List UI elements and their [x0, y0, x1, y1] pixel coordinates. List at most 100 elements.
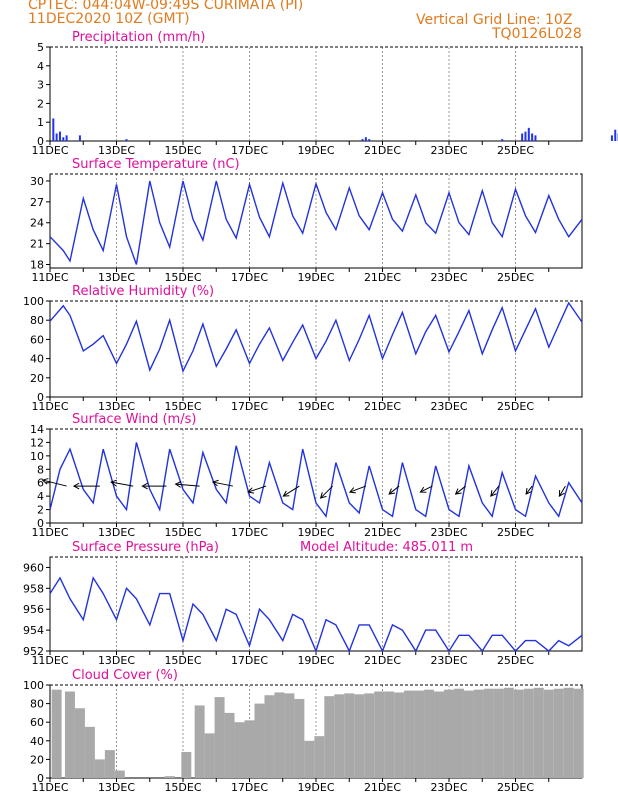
cloud-bar — [224, 712, 235, 778]
wind-vector — [175, 483, 200, 487]
wind-vector — [490, 485, 500, 497]
x-tick-label: 15DEC — [164, 400, 201, 413]
cloud-bar — [573, 688, 584, 778]
wind-arrowhead — [525, 488, 532, 495]
precip-bar — [610, 135, 613, 141]
cloud-bar — [354, 694, 365, 778]
y-tick-label: 8 — [37, 463, 44, 476]
precip-bar — [614, 129, 617, 141]
x-tick-label: 17DEC — [231, 654, 268, 667]
x-tick-label: 15DEC — [164, 144, 201, 157]
x-tick-label: 11DEC — [31, 144, 68, 157]
x-tick-label: 23DEC — [430, 781, 467, 794]
cloud-bar — [74, 708, 85, 778]
wind-vector — [212, 481, 233, 487]
y-tick-label: 2 — [37, 97, 44, 110]
x-tick-label: 21DEC — [364, 654, 401, 667]
precip-bar — [52, 118, 55, 141]
series-line — [49, 180, 583, 265]
cloud-bar — [204, 733, 215, 778]
x-tick-label: 11DEC — [31, 271, 68, 284]
precip-bar — [78, 135, 81, 141]
x-tick-label: 19DEC — [297, 271, 334, 284]
y-tick-label: 60 — [30, 716, 44, 729]
precip-bar — [527, 127, 530, 141]
x-tick-label: 11DEC — [31, 400, 68, 413]
cloud-bar — [104, 750, 115, 778]
series-line — [49, 442, 583, 519]
cloud-bar — [244, 720, 255, 778]
panel-title: Surface Temperature (nC) — [72, 157, 240, 172]
cloud-bar — [543, 689, 554, 778]
panel-title: Surface Pressure (hPa) — [72, 540, 219, 555]
precip-bar — [534, 135, 537, 141]
wind-vector — [42, 479, 67, 487]
y-tick-label: 18 — [30, 259, 44, 272]
x-tick-label: 19DEC — [297, 526, 334, 539]
precip-bar — [364, 137, 367, 141]
cloud-bar — [463, 690, 474, 778]
y-tick-label: 40 — [30, 353, 44, 366]
wind-vector — [420, 485, 433, 493]
cloud-bar — [314, 736, 325, 778]
cloud-bar — [473, 689, 484, 778]
y-tick-label: 10 — [30, 450, 44, 463]
cloud-bar — [214, 697, 225, 778]
precip-bar — [58, 131, 61, 141]
panel-title: Precipitation (mm/h) — [72, 30, 205, 45]
y-tick-label: 21 — [30, 238, 44, 251]
y-tick-label: 954 — [23, 624, 44, 637]
y-tick-label: 5 — [37, 41, 44, 54]
y-tick-label: 12 — [30, 436, 44, 449]
x-tick-label: 11DEC — [31, 526, 68, 539]
x-tick-label: 13DEC — [98, 400, 135, 413]
cloud-bar — [563, 687, 574, 778]
panel-title: Cloud Cover (%) — [72, 668, 178, 683]
x-tick-label: 25DEC — [497, 144, 534, 157]
x-tick-label: 23DEC — [430, 654, 467, 667]
cloud-bar — [284, 693, 295, 778]
y-tick-label: 1 — [37, 116, 44, 129]
precip-bar — [368, 139, 371, 141]
cloud-bar — [164, 776, 175, 778]
cloud-bar — [453, 688, 464, 778]
cloud-bar — [264, 695, 275, 778]
y-tick-label: 100 — [23, 679, 44, 692]
y-tick-label: 960 — [23, 561, 44, 574]
panel-title: Relative Humidity (%) — [72, 284, 214, 299]
cloud-bar — [553, 688, 564, 778]
cloud-bar — [513, 689, 524, 778]
x-tick-label: 19DEC — [297, 781, 334, 794]
y-tick-label: 80 — [30, 314, 44, 327]
cloud-bar — [364, 693, 375, 778]
cloud-bar — [384, 691, 395, 778]
panel-frame — [49, 556, 583, 652]
run-code: TQ0126L028 — [492, 26, 582, 42]
y-tick-label: 958 — [23, 582, 44, 595]
panel-frame — [49, 46, 583, 142]
x-tick-label: 17DEC — [231, 271, 268, 284]
y-tick-label: 20 — [30, 753, 44, 766]
x-tick-label: 13DEC — [98, 526, 135, 539]
cloud-bar — [194, 705, 205, 778]
x-tick-label: 19DEC — [297, 654, 334, 667]
y-tick-label: 3 — [37, 79, 44, 92]
cloud-bar — [493, 688, 504, 778]
precip-bar — [501, 139, 504, 141]
x-tick-label: 11DEC — [31, 654, 68, 667]
cloud-bar — [254, 703, 265, 778]
wind-arrowhead — [41, 478, 49, 485]
wind-arrowhead — [211, 479, 219, 487]
x-tick-label: 17DEC — [231, 400, 268, 413]
cloud-bar — [424, 689, 435, 778]
precip-bar — [524, 131, 527, 141]
cloud-bar — [114, 770, 125, 778]
wind-vector — [558, 485, 566, 497]
cloud-bar — [503, 687, 514, 778]
cloud-bar — [234, 722, 245, 778]
wind-arrowhead — [174, 481, 182, 488]
wind-vector — [349, 485, 367, 493]
x-tick-label: 21DEC — [364, 144, 401, 157]
cloud-bar — [334, 694, 345, 778]
